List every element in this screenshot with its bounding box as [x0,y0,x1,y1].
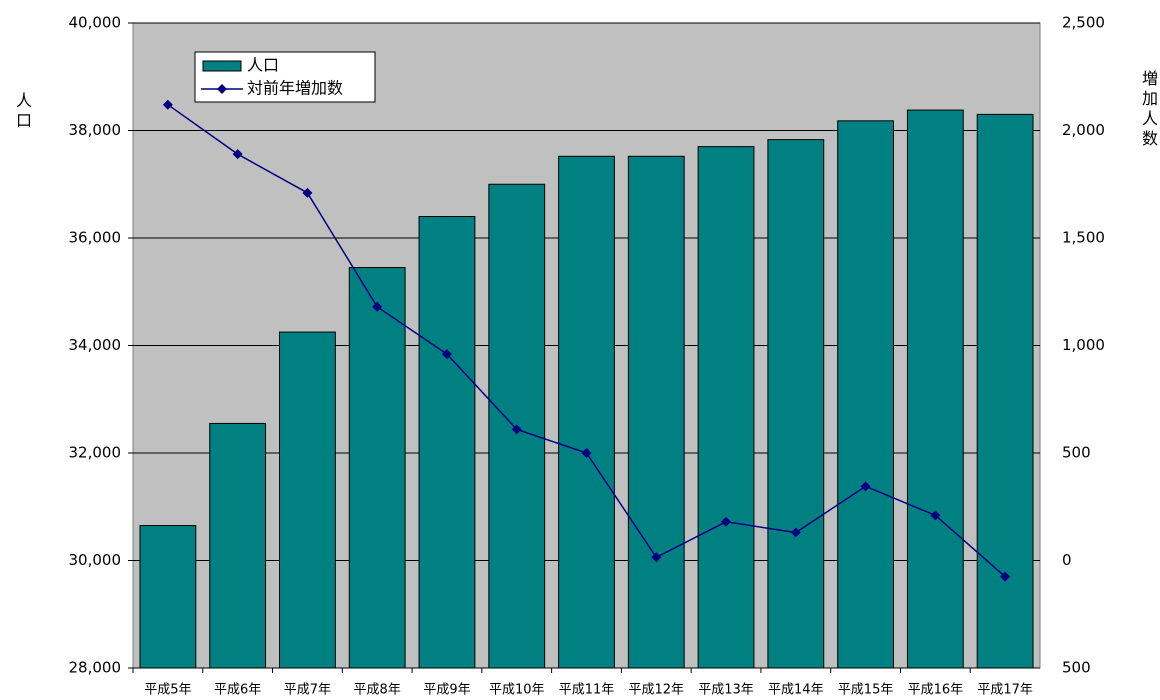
bar [279,331,336,669]
line-marker [651,552,662,563]
legend-swatch [202,60,242,72]
y-tick-label: 40,000 [69,14,122,32]
x-tick-label: 平成16年 [908,683,964,698]
y-tick-label: 32,000 [69,444,122,462]
bar [697,146,755,669]
y2-tick-label: 1,000 [1062,336,1105,354]
bar [976,113,1034,669]
y-tick-label: 36,000 [69,229,122,247]
line-marker [232,149,243,160]
line-marker [721,516,732,527]
bar [627,155,685,669]
y2-axis-title: 増加人数 [1139,70,1158,150]
legend-box [194,51,376,103]
line-marker [302,187,313,198]
bar [418,216,476,669]
legend-label: 対前年増加数 [247,79,343,98]
x-tick-label: 平成13年 [698,683,754,698]
bar [767,139,825,669]
y2-tick-label: 2,000 [1062,121,1105,139]
x-tick-label: 平成7年 [284,683,331,698]
line-marker [860,481,871,492]
y-tick-label: 28,000 [69,659,122,677]
x-tick-label: 平成12年 [628,683,684,698]
x-tick-label: 平成15年 [838,683,894,698]
y-axis-title: 人口 [13,92,32,132]
y2-tick-label: 1,500 [1062,229,1105,247]
line-marker [511,424,522,435]
y2-tick-label: 0 [1062,551,1072,569]
bar [348,267,406,669]
bar [139,525,197,669]
line-marker [581,448,592,458]
bar [209,422,267,669]
x-tick-label: 平成10年 [489,683,545,698]
x-tick-label: 平成6年 [214,683,261,698]
line-marker [1000,571,1011,582]
y-tick-label: 34,000 [69,336,122,354]
y-tick-label: 38,000 [69,121,122,139]
legend-label: 人口 [247,56,279,75]
x-tick-label: 平成5年 [144,683,191,698]
x-tick-label: 平成9年 [423,683,470,698]
y2-tick-label: 500 [1062,659,1091,677]
y-tick-label: 30,000 [69,551,122,569]
line-marker [372,301,383,312]
bar [558,155,615,669]
x-tick-label: 平成11年 [559,683,615,698]
x-tick-label: 平成8年 [354,683,401,698]
line-marker [790,527,801,538]
y2-tick-label: 2,500 [1062,14,1105,32]
bar [906,109,964,669]
x-tick-label: 平成14年 [768,683,824,698]
line-marker [162,99,173,110]
legend-marker [217,84,227,94]
x-tick-label: 平成17年 [977,683,1033,698]
line-marker [441,349,452,360]
line-marker [930,510,941,521]
bar [837,120,894,669]
y2-tick-label: 500 [1062,444,1091,462]
